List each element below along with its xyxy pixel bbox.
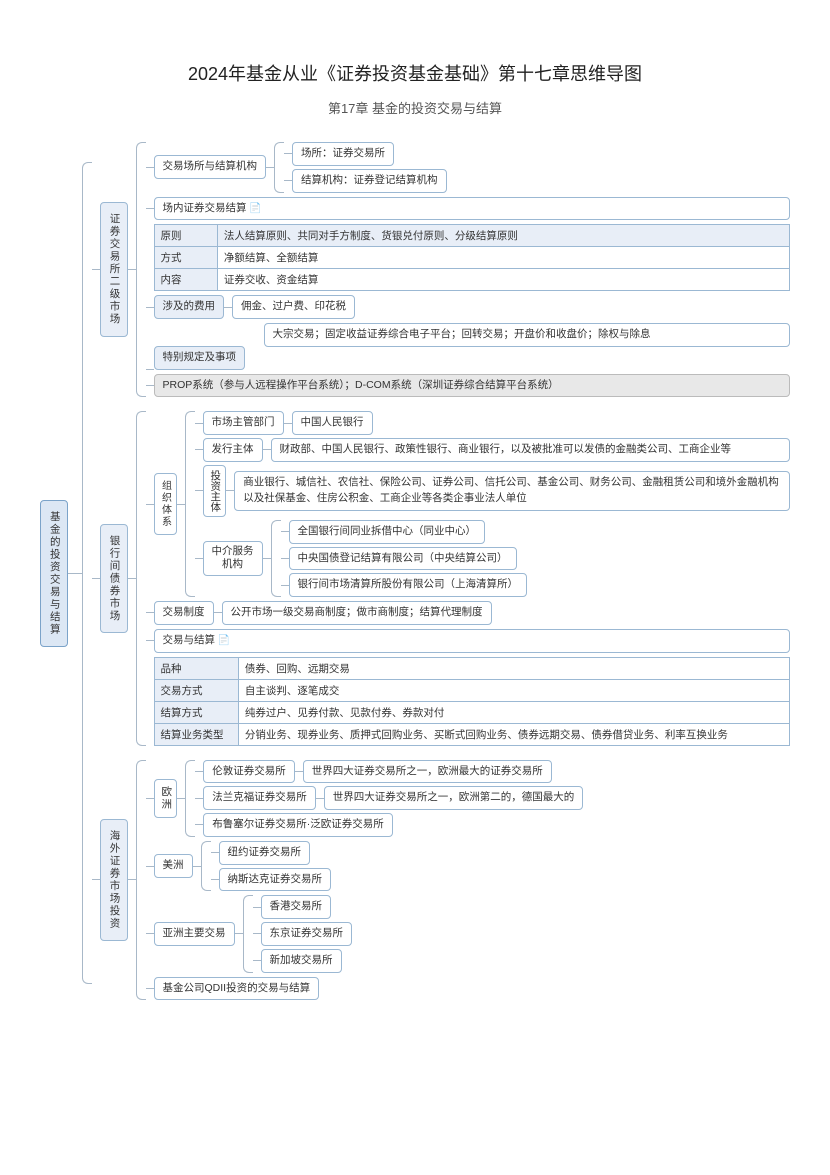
sec2-trade-sys-v: 公开市场一级交易商制度；做市商制度；结算代理制度 [222,601,492,625]
sec2-org-label: 组织体系 [154,473,177,535]
sec1-label: 证券交易所二级市场 [100,202,128,337]
sec1-special-detail: 大宗交易；固定收益证券综合电子平台；回转交易；开盘价和收盘价；除权与除息 [264,323,791,347]
sec2-label: 银行间债券市场 [100,524,128,634]
org-agency-b: 中央国债登记结算有限公司（中央结算公司） [289,547,517,571]
org-agency-a: 全国银行间同业拆借中心（同业中心） [289,520,486,544]
sec2-trade-sys-l: 交易制度 [154,601,214,625]
sec1-systems: PROP系统（参与人远程操作平台系统）；D-COM系统（深圳证券综合结算平台系统… [154,374,791,398]
sec2-settle: 交易与结算 📄 [154,629,791,653]
org-agency-c: 银行间市场清算所股份有限公司（上海清算所） [289,573,528,597]
org-r2-l: 发行主体 [203,438,263,462]
eu-a-l: 伦敦证券交易所 [203,760,295,784]
sec1-r1-label: 交易场所与结算机构 [154,155,267,179]
org-r3-v: 商业银行、城信社、农信社、保险公司、证券公司、信托公司、基金公司、财务公司、金融… [234,471,790,511]
am-label: 美洲 [154,854,193,878]
page-title: 2024年基金从业《证券投资基金基础》第十七章思维导图 [40,60,790,86]
as-a: 香港交易所 [261,895,332,919]
mindmap-diagram: 基金的投资交易与结算 证券交易所二级市场 交易场所与结算机构 场所：证券交易所 … [40,142,790,1004]
sec1-venue: 场所：证券交易所 [292,142,394,166]
org-r3-l: 投资主体 [203,465,227,517]
note-icon: 📄 [249,203,261,214]
eu-label: 欧洲 [154,779,178,818]
as-c: 新加坡交易所 [261,949,342,973]
sec1-table: 原则法人结算原则、共同对手方制度、货银兑付原则、分级结算原则 方式净额结算、全额… [154,224,791,291]
sec3-label: 海外证券市场投资 [100,819,128,941]
sec1-special-label: 特别规定及事项 [154,346,246,370]
org-r4-l: 中介服务机构 [203,541,263,576]
qdii: 基金公司QDII投资的交易与结算 [154,977,320,1001]
as-b: 东京证券交易所 [261,922,353,946]
sec1-institution: 结算机构：证券登记结算机构 [292,169,447,193]
page-subtitle: 第17章 基金的投资交易与结算 [40,98,790,117]
root-node: 基金的投资交易与结算 [40,500,68,647]
org-r2-v: 财政部、中国人民银行、政策性银行、商业银行，以及被批准可以发债的金融类公司、工商… [271,438,791,462]
eu-a-v: 世界四大证券交易所之一，欧洲最大的证券交易所 [303,760,552,784]
am-a: 纽约证券交易所 [219,841,311,865]
sec1-r2: 场内证券交易结算 📄 [154,197,791,221]
eu-b-v: 世界四大证券交易所之一，欧洲第二的，德国最大的 [324,786,584,810]
sec1-fees: 佣金、过户费、印花税 [232,295,355,319]
am-b: 纳斯达克证券交易所 [219,868,332,892]
sec2-table: 品种债券、回购、远期交易 交易方式自主谈判、逐笔成交 结算方式纯券过户、见券付款… [154,657,791,746]
org-r1-v: 中国人民银行 [292,411,373,435]
as-label: 亚洲主要交易 [154,922,235,946]
org-r1-l: 市场主管部门 [203,411,284,435]
eu-c: 布鲁塞尔证券交易所·泛欧证券交易所 [203,813,393,837]
eu-b-l: 法兰克福证券交易所 [203,786,316,810]
sec1-fees-label: 涉及的费用 [154,295,225,319]
note-icon: 📄 [218,635,230,646]
